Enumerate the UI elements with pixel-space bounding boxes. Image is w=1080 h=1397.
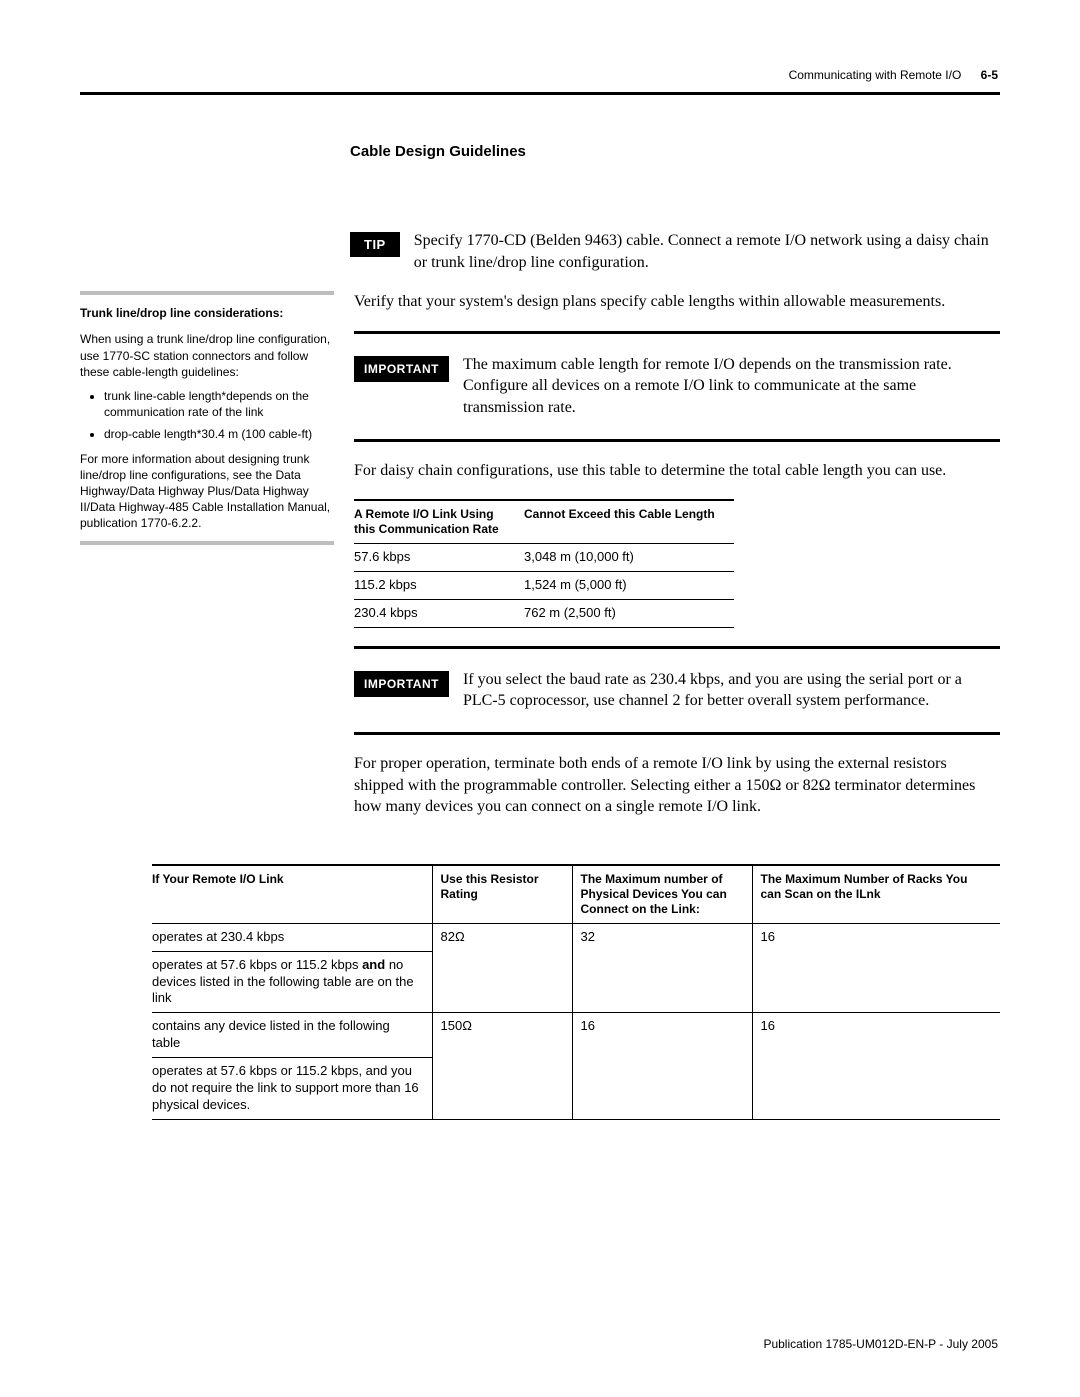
resistor-cell: 82Ω [432,923,572,1013]
length-cell: 1,524 m (5,000 ft) [524,572,734,600]
t2-header-link: If Your Remote I/O Link [152,865,432,924]
rate-cell: 115.2 kbps [354,572,524,600]
running-header: Communicating with Remote I/O 6-5 [789,68,998,82]
condition-cell: operates at 230.4 kbps [152,923,432,951]
cable-length-table: A Remote I/O Link Using this Communicati… [354,499,734,628]
daisy-paragraph: For daisy chain configurations, use this… [354,460,1000,482]
sidebar-outro: For more information about designing tru… [80,451,334,532]
sidebar-list: trunk line-cable length*depends on the c… [104,388,334,443]
rate-cell: 230.4 kbps [354,599,524,627]
table1-header-length: Cannot Exceed this Cable Length [524,500,734,544]
tip-text: Specify 1770-CD (Belden 9463) cable. Con… [414,230,1000,273]
table-row: 57.6 kbps 3,048 m (10,000 ft) [354,544,734,572]
running-title: Communicating with Remote I/O [789,68,962,82]
sidebar-rule-bottom [80,541,334,545]
racks-cell: 16 [752,1013,1000,1119]
table-row: operates at 230.4 kbps 82Ω 32 16 [152,923,1000,951]
table-row: 115.2 kbps 1,524 m (5,000 ft) [354,572,734,600]
resistor-table: If Your Remote I/O Link Use this Resisto… [152,864,1000,1120]
important-2-text: If you select the baud rate as 230.4 kbp… [463,669,1000,712]
length-cell: 762 m (2,500 ft) [524,599,734,627]
length-cell: 3,048 m (10,000 ft) [524,544,734,572]
sidebar-bullet: drop-cable length*30.4 m (100 cable-ft) [104,426,334,442]
devices-cell: 32 [572,923,752,1013]
sidebar: Trunk line/drop line considerations: Whe… [80,291,334,836]
sidebar-title: Trunk line/drop line considerations: [80,305,334,321]
table-row: contains any device listed in the follow… [152,1013,1000,1058]
t2-header-devices: The Maximum number of Physical Devices Y… [572,865,752,924]
tip-badge: TIP [350,232,400,257]
devices-cell: 16 [572,1013,752,1119]
table-row: 230.4 kbps 762 m (2,500 ft) [354,599,734,627]
tip-callout: TIP Specify 1770-CD (Belden 9463) cable.… [350,230,1000,273]
racks-cell: 16 [752,923,1000,1013]
important-callout-2: IMPORTANT If you select the baud rate as… [354,646,1000,735]
resistor-cell: 150Ω [432,1013,572,1119]
condition-cell: operates at 57.6 kbps or 115.2 kbps, and… [152,1058,432,1120]
important-callout-1: IMPORTANT The maximum cable length for r… [354,331,1000,442]
verify-paragraph: Verify that your system's design plans s… [354,291,1000,313]
footer-publication: Publication 1785-UM012D-EN-P - July 2005 [763,1337,998,1351]
terminate-paragraph: For proper operation, terminate both end… [354,753,1000,818]
section-heading: Cable Design Guidelines [350,143,1000,160]
t2-header-resistor: Use this Resistor Rating [432,865,572,924]
table1-header-rate: A Remote I/O Link Using this Communicati… [354,500,524,544]
t2-header-racks: The Maximum Number of Racks You can Scan… [752,865,1000,924]
sidebar-intro: When using a trunk line/drop line config… [80,331,334,380]
page-number: 6-5 [981,68,998,82]
important-1-text: The maximum cable length for remote I/O … [463,354,1000,419]
rate-cell: 57.6 kbps [354,544,524,572]
sidebar-bullet: trunk line-cable length*depends on the c… [104,388,334,420]
important-badge: IMPORTANT [354,671,449,697]
top-rule [80,92,1000,95]
sidebar-rule-top [80,291,334,295]
condition-cell: contains any device listed in the follow… [152,1013,432,1058]
condition-cell: operates at 57.6 kbps or 115.2 kbps and … [152,951,432,1013]
important-badge: IMPORTANT [354,356,449,382]
